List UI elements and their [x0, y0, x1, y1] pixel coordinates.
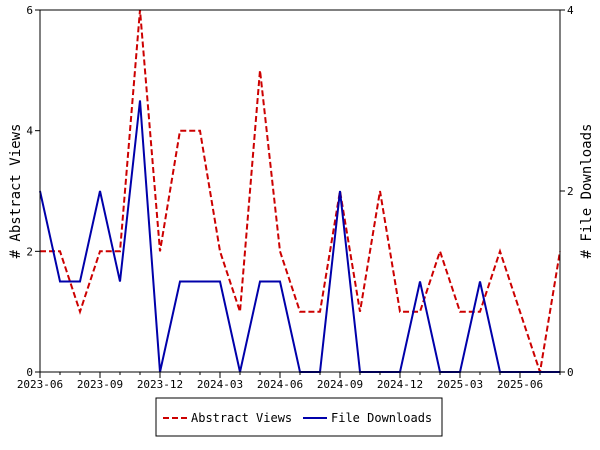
series-line-file-downloads	[39, 100, 560, 373]
plot-layer	[39, 9, 561, 373]
y-left-tick-label: 4	[26, 125, 33, 138]
x-tick-label: 2023-12	[137, 378, 183, 391]
y-right-tick-label: 4	[567, 4, 574, 17]
y-axis-right-title: # File Downloads	[579, 124, 595, 259]
y-left-tick-label: 2	[26, 245, 33, 258]
legend: Abstract Views File Downloads	[155, 397, 443, 437]
y-left-tick-label: 0	[26, 366, 33, 379]
y-right-tick-label: 2	[567, 185, 574, 198]
x-tick-label: 2024-09	[317, 378, 363, 391]
axis-layer: 0 2 4 6 0 2 4 2023-06 2023-09 2023-12 2024-03 2024-…	[17, 4, 574, 391]
x-tick-label: 2024-03	[197, 378, 243, 391]
legend-box	[155, 397, 443, 437]
x-tick-label: 2023-06	[17, 378, 63, 391]
legend-label-abstract-views: Abstract Views	[191, 411, 292, 425]
x-tick-label: 2024-06	[257, 378, 303, 391]
x-tick-label: 2025-06	[497, 378, 543, 391]
legend-label-file-downloads: File Downloads	[331, 411, 432, 425]
x-tick-label: 2024-12	[377, 378, 423, 391]
series-line-abstract-views	[40, 9, 561, 373]
x-tick-label: 2025-03	[437, 378, 483, 391]
y-left-tick-label: 6	[26, 4, 33, 17]
x-tick-label: 2023-09	[77, 378, 123, 391]
y-right-tick-label: 0	[567, 366, 574, 379]
plot-frame	[39, 9, 561, 373]
y-axis-left-title: # Abstract Views	[8, 124, 24, 259]
